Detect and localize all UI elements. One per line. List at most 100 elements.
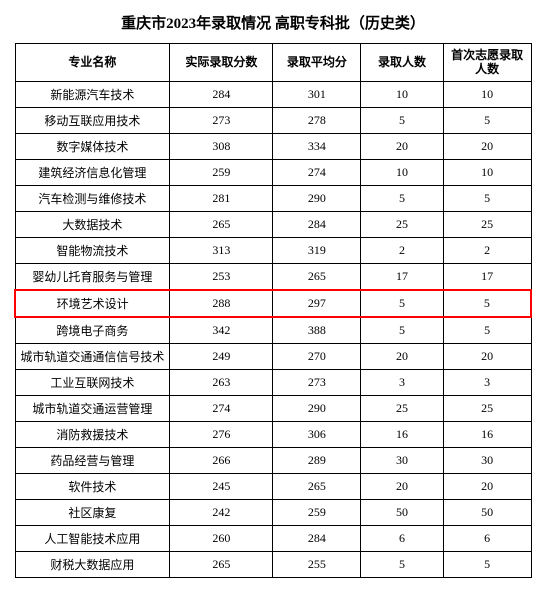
cell-score: 249 <box>170 343 273 369</box>
cell-major: 汽车检测与维修技术 <box>15 185 170 211</box>
cell-first: 10 <box>443 81 531 107</box>
cell-score: 308 <box>170 133 273 159</box>
cell-avg: 265 <box>273 263 361 290</box>
cell-score: 265 <box>170 211 273 237</box>
cell-count: 5 <box>361 107 444 133</box>
table-row: 城市轨道交通运营管理2742902525 <box>15 395 531 421</box>
cell-first: 25 <box>443 211 531 237</box>
cell-first: 3 <box>443 369 531 395</box>
cell-count: 16 <box>361 421 444 447</box>
table-row: 社区康复2422595050 <box>15 499 531 525</box>
cell-count: 5 <box>361 317 444 344</box>
cell-major: 工业互联网技术 <box>15 369 170 395</box>
table-row: 大数据技术2652842525 <box>15 211 531 237</box>
col-major: 专业名称 <box>15 44 170 82</box>
cell-score: 245 <box>170 473 273 499</box>
cell-count: 30 <box>361 447 444 473</box>
table-row: 消防救援技术2763061616 <box>15 421 531 447</box>
cell-avg: 297 <box>273 290 361 317</box>
table-row: 婴幼儿托育服务与管理2532651717 <box>15 263 531 290</box>
cell-major: 药品经营与管理 <box>15 447 170 473</box>
cell-score: 288 <box>170 290 273 317</box>
cell-score: 284 <box>170 81 273 107</box>
cell-score: 273 <box>170 107 273 133</box>
cell-count: 5 <box>361 290 444 317</box>
table-row: 跨境电子商务34238855 <box>15 317 531 344</box>
cell-first: 20 <box>443 473 531 499</box>
cell-avg: 265 <box>273 473 361 499</box>
table-row: 环境艺术设计28829755 <box>15 290 531 317</box>
cell-avg: 289 <box>273 447 361 473</box>
table-row: 软件技术2452652020 <box>15 473 531 499</box>
cell-first: 16 <box>443 421 531 447</box>
cell-first: 10 <box>443 159 531 185</box>
cell-count: 20 <box>361 133 444 159</box>
cell-major: 婴幼儿托育服务与管理 <box>15 263 170 290</box>
cell-score: 260 <box>170 525 273 551</box>
table-row: 建筑经济信息化管理2592741010 <box>15 159 531 185</box>
cell-first: 20 <box>443 343 531 369</box>
cell-major: 跨境电子商务 <box>15 317 170 344</box>
cell-first: 30 <box>443 447 531 473</box>
cell-first: 5 <box>443 290 531 317</box>
cell-count: 25 <box>361 211 444 237</box>
cell-score: 281 <box>170 185 273 211</box>
cell-first: 50 <box>443 499 531 525</box>
cell-score: 265 <box>170 551 273 577</box>
cell-first: 5 <box>443 551 531 577</box>
cell-avg: 284 <box>273 525 361 551</box>
cell-major: 财税大数据应用 <box>15 551 170 577</box>
cell-score: 274 <box>170 395 273 421</box>
cell-score: 259 <box>170 159 273 185</box>
cell-count: 20 <box>361 473 444 499</box>
cell-score: 253 <box>170 263 273 290</box>
table-row: 财税大数据应用26525555 <box>15 551 531 577</box>
cell-avg: 259 <box>273 499 361 525</box>
cell-avg: 273 <box>273 369 361 395</box>
cell-major: 建筑经济信息化管理 <box>15 159 170 185</box>
cell-count: 2 <box>361 237 444 263</box>
cell-avg: 274 <box>273 159 361 185</box>
cell-major: 软件技术 <box>15 473 170 499</box>
table-row: 数字媒体技术3083342020 <box>15 133 531 159</box>
cell-count: 6 <box>361 525 444 551</box>
cell-count: 10 <box>361 159 444 185</box>
cell-major: 人工智能技术应用 <box>15 525 170 551</box>
cell-count: 17 <box>361 263 444 290</box>
cell-score: 342 <box>170 317 273 344</box>
table-row: 汽车检测与维修技术28129055 <box>15 185 531 211</box>
table-row: 城市轨道交通通信信号技术2492702020 <box>15 343 531 369</box>
cell-count: 50 <box>361 499 444 525</box>
cell-major: 城市轨道交通运营管理 <box>15 395 170 421</box>
cell-score: 266 <box>170 447 273 473</box>
cell-count: 10 <box>361 81 444 107</box>
cell-first: 5 <box>443 317 531 344</box>
cell-count: 20 <box>361 343 444 369</box>
cell-first: 6 <box>443 525 531 551</box>
col-count: 录取人数 <box>361 44 444 82</box>
cell-major: 消防救援技术 <box>15 421 170 447</box>
cell-first: 5 <box>443 185 531 211</box>
cell-first: 20 <box>443 133 531 159</box>
table-row: 智能物流技术31331922 <box>15 237 531 263</box>
col-first: 首次志愿录取人数 <box>443 44 531 82</box>
cell-avg: 334 <box>273 133 361 159</box>
cell-score: 276 <box>170 421 273 447</box>
cell-avg: 301 <box>273 81 361 107</box>
cell-major: 城市轨道交通通信信号技术 <box>15 343 170 369</box>
cell-score: 313 <box>170 237 273 263</box>
cell-major: 社区康复 <box>15 499 170 525</box>
table-row: 移动互联应用技术27327855 <box>15 107 531 133</box>
cell-avg: 270 <box>273 343 361 369</box>
cell-major: 数字媒体技术 <box>15 133 170 159</box>
cell-major: 移动互联应用技术 <box>15 107 170 133</box>
cell-first: 17 <box>443 263 531 290</box>
cell-score: 263 <box>170 369 273 395</box>
cell-major: 大数据技术 <box>15 211 170 237</box>
cell-first: 5 <box>443 107 531 133</box>
cell-avg: 306 <box>273 421 361 447</box>
table-body: 新能源汽车技术2843011010移动互联应用技术27327855数字媒体技术3… <box>15 81 531 577</box>
table-row: 新能源汽车技术2843011010 <box>15 81 531 107</box>
col-score: 实际录取分数 <box>170 44 273 82</box>
cell-avg: 278 <box>273 107 361 133</box>
